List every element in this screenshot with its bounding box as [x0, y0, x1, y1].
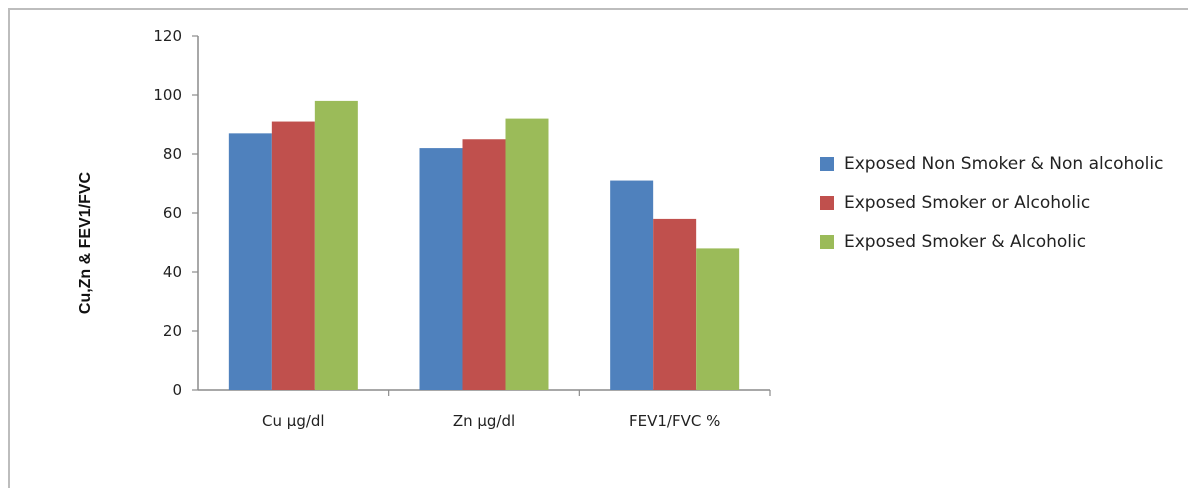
chart-frame [8, 8, 1188, 488]
x-category-label: Zn µg/dl [453, 412, 515, 430]
legend-label: Exposed Smoker & Alcoholic [844, 232, 1087, 252]
bar [271, 121, 315, 391]
y-tick-label: 0 [172, 381, 182, 399]
x-categories: Cu µg/dl Zn µg/dl FEV1/FVC % [262, 390, 771, 430]
y-ticks: 0 20 40 60 80 100 120 [153, 27, 198, 399]
bar [505, 118, 549, 390]
legend-label: Exposed Smoker or Alcoholic [844, 193, 1091, 213]
legend-label: Exposed Non Smoker & Non alcoholic [844, 154, 1164, 174]
legend-item: Exposed Smoker & Alcoholic [820, 230, 1180, 255]
bars [228, 100, 740, 391]
y-tick-label: 100 [153, 86, 182, 104]
y-tick-label: 80 [163, 145, 182, 163]
y-axis-label: Cu,Zn & FEV1/FVC [77, 171, 94, 314]
bar-chart: 0 20 40 60 80 100 120 Cu µg/dl Zn µg/dl FEV1/FVC… [77, 27, 771, 430]
legend-item: Exposed Non Smoker & Non alcoholic [820, 152, 1180, 177]
legend-swatch [820, 157, 834, 171]
y-tick-label: 20 [163, 322, 182, 340]
bar [653, 218, 697, 390]
y-tick-label: 40 [163, 263, 182, 281]
bar [228, 133, 272, 390]
y-tick-label: 120 [153, 27, 182, 45]
x-category-label: FEV1/FVC % [629, 412, 720, 430]
bar [462, 139, 506, 390]
bar [696, 248, 740, 390]
bar [419, 148, 463, 390]
legend: Exposed Non Smoker & Non alcoholic Expose… [820, 152, 1180, 269]
legend-item: Exposed Smoker or Alcoholic [820, 191, 1180, 216]
bar [610, 180, 654, 390]
y-tick-label: 60 [163, 204, 182, 222]
legend-swatch [820, 196, 834, 210]
bar [314, 100, 358, 391]
legend-swatch [820, 235, 834, 249]
x-category-label: Cu µg/dl [262, 412, 325, 430]
